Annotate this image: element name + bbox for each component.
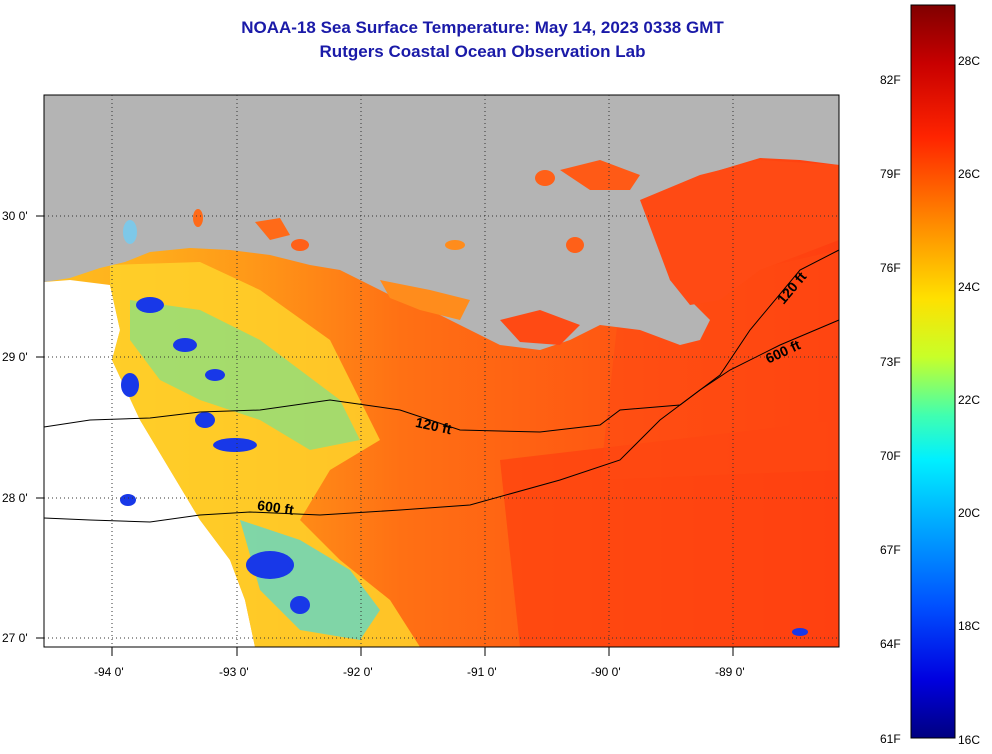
cold-patch xyxy=(195,412,215,428)
cold-patch xyxy=(213,438,257,452)
no-data-area xyxy=(44,280,255,647)
colorbar-c-label: 24C xyxy=(958,280,981,294)
depth-contours xyxy=(43,249,840,523)
bay xyxy=(560,160,640,190)
axis-ticks xyxy=(36,215,734,656)
lat-label: 28 0' xyxy=(2,491,28,505)
lat-label: 29 0' xyxy=(2,350,28,364)
lake xyxy=(291,239,309,251)
colorbar-f-label: 67F xyxy=(880,543,901,557)
lake xyxy=(535,170,555,186)
lake xyxy=(566,237,584,253)
lon-label: -93 0' xyxy=(219,665,249,679)
cold-water-patches xyxy=(120,297,808,636)
lake xyxy=(123,220,137,244)
cyan-filament xyxy=(130,300,360,450)
colorbar-f-label: 61F xyxy=(880,732,901,746)
cold-patch xyxy=(173,338,197,352)
cold-patch xyxy=(246,551,294,579)
contour-600ft xyxy=(43,319,840,523)
map-frame xyxy=(43,94,840,648)
lat-label: 27 0' xyxy=(2,631,28,645)
bay xyxy=(380,280,470,320)
lake xyxy=(193,209,203,227)
cold-patch xyxy=(121,373,139,397)
colorbar-f-label: 82F xyxy=(880,73,901,87)
lon-label: -90 0' xyxy=(591,665,621,679)
cold-patch xyxy=(792,628,808,636)
map-subtitle: Rutgers Coastal Ocean Observation Lab xyxy=(319,42,646,61)
land-mass xyxy=(44,95,839,350)
colorbar-f-label: 73F xyxy=(880,355,901,369)
colorbar-c-label: 22C xyxy=(958,393,981,407)
contour-label-120-west: 120 ft xyxy=(414,414,453,437)
lon-label: -89 0' xyxy=(715,665,745,679)
contour-label-600-west: 600 ft xyxy=(256,497,295,518)
bay xyxy=(255,218,290,240)
colorbar-c-label: 20C xyxy=(958,506,981,520)
warm-water-region xyxy=(500,420,839,647)
lon-label: -91 0' xyxy=(467,665,497,679)
lake xyxy=(445,240,465,250)
colorbar-f-label: 70F xyxy=(880,449,901,463)
colorbar-c-label: 28C xyxy=(958,54,981,68)
lon-label: -94 0' xyxy=(94,665,124,679)
cold-patch xyxy=(205,369,225,381)
cold-patch xyxy=(136,297,164,313)
colorbar-f-label: 64F xyxy=(880,637,901,651)
map-title: NOAA-18 Sea Surface Temperature: May 14,… xyxy=(241,18,724,37)
cyan-filament-2 xyxy=(240,520,380,640)
colorbar-c-label: 16C xyxy=(958,733,981,747)
colorbar-c-label: 26C xyxy=(958,167,981,181)
lat-label: 30 0' xyxy=(2,209,28,223)
colorbar-c-label: 18C xyxy=(958,619,981,633)
colorbar-f-label: 76F xyxy=(880,261,901,275)
lon-label: -92 0' xyxy=(343,665,373,679)
graticule xyxy=(44,95,839,647)
bay xyxy=(500,310,580,345)
coastal-marsh xyxy=(640,160,839,305)
contour-120ft xyxy=(43,249,840,433)
colorbar-f-label: 79F xyxy=(880,167,901,181)
cold-patch xyxy=(120,494,136,506)
cold-patch xyxy=(290,596,310,614)
colorbar xyxy=(910,4,956,739)
